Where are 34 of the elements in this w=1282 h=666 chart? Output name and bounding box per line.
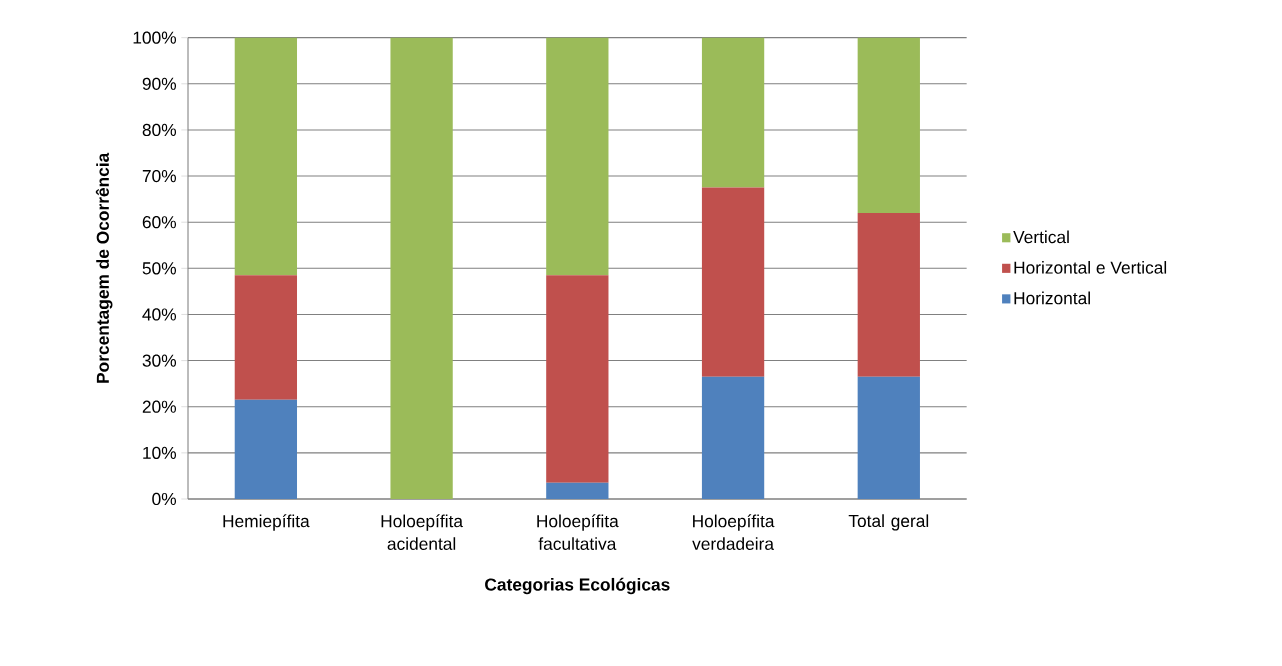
y-tick-label: 30% [142, 354, 177, 367]
bar [234, 399, 298, 499]
y-tick-label: 50% [142, 262, 177, 275]
bar [857, 212, 920, 377]
bar [857, 376, 920, 499]
bar [701, 37, 765, 188]
bar [546, 37, 609, 276]
y-tick-label: 10% [143, 446, 177, 459]
legend-label: Vertical [1013, 230, 1069, 244]
y-tick-label: 40% [142, 308, 177, 321]
y-tick-label: 20% [142, 400, 177, 413]
x-tick-label: Holoepífita acidental [381, 514, 464, 550]
y-tick-label: 100% [133, 31, 177, 44]
legend-label: Horizontal [1014, 291, 1090, 305]
y-tick-label: 70% [142, 169, 177, 183]
bar [390, 37, 453, 499]
bar [546, 482, 609, 499]
y-tick-label: 60% [142, 216, 177, 229]
legend-label: Horizontal e Vertical [1014, 261, 1167, 274]
bar [234, 37, 298, 276]
bar [701, 187, 765, 377]
x-axis-title: Categorias Ecológicas [485, 577, 670, 595]
y-axis-title: Porcentagem de Ocorrência [95, 152, 113, 383]
x-tick-label: Total geral [848, 514, 929, 531]
bar [701, 376, 765, 499]
y-tick-label: 90% [142, 77, 177, 90]
y-tick-label: 0% [152, 492, 177, 506]
bar [546, 275, 609, 483]
y-tick-label: 80% [142, 123, 177, 137]
bar [857, 37, 920, 213]
x-tick-label: Hemiepífita [223, 514, 310, 531]
bar [234, 275, 298, 400]
x-tick-label: Holoepífita facultativa [537, 514, 619, 550]
x-tick-label: Holoepífita verdadeira [692, 514, 775, 550]
